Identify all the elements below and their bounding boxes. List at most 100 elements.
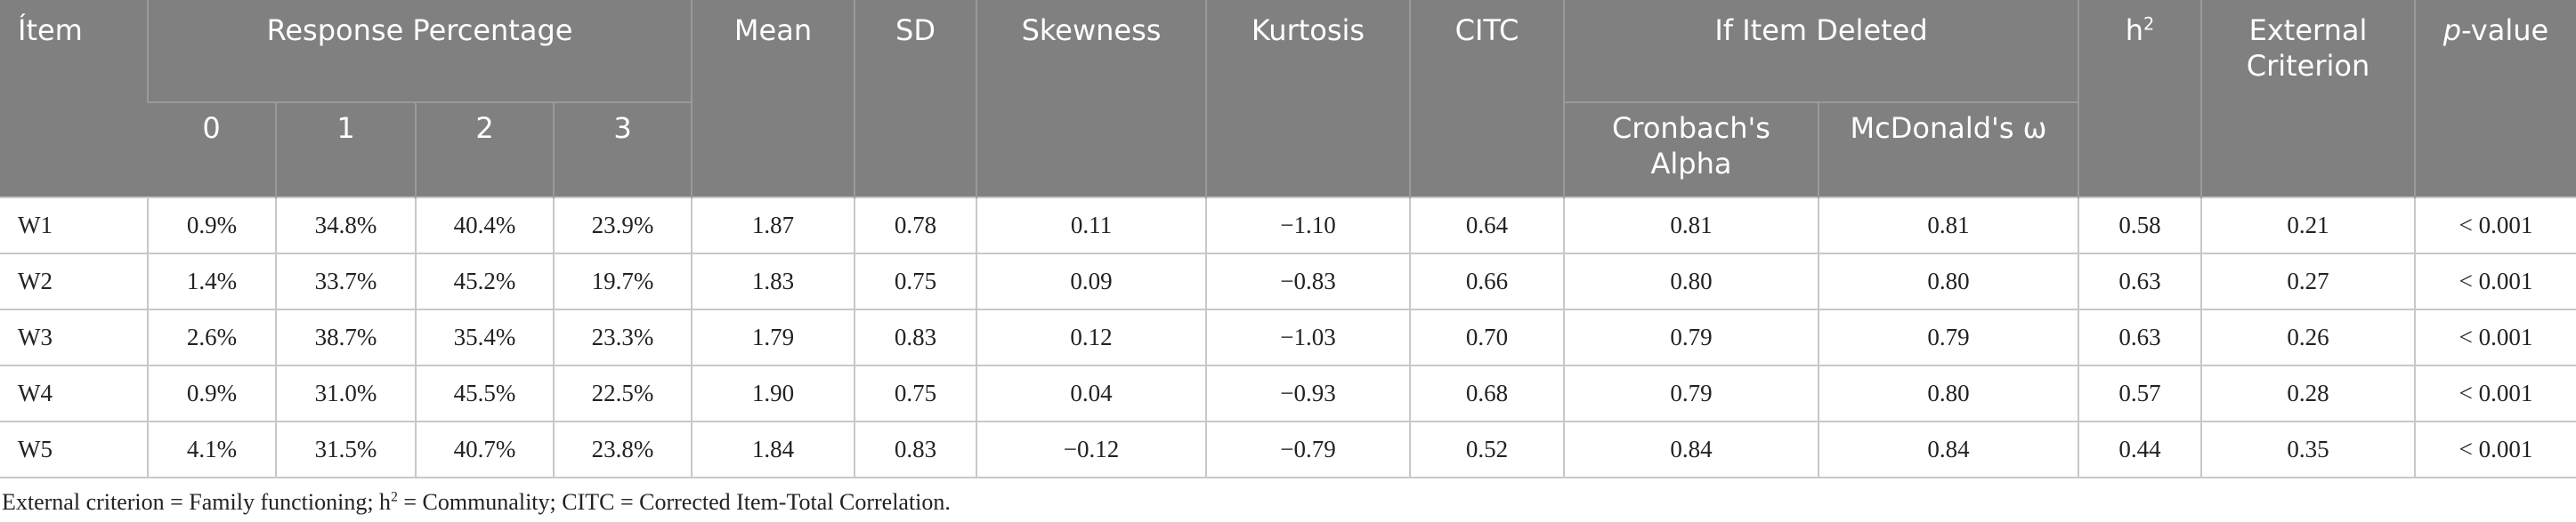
table-cell: 33.7% <box>275 253 417 310</box>
table-cell: 0.79 <box>1563 365 1819 422</box>
table-cell: 45.2% <box>415 253 555 310</box>
table-cell: 0.27 <box>2200 253 2416 310</box>
header-cell: 3 <box>553 101 692 197</box>
table-cell: 0.9% <box>147 197 277 254</box>
table-cell: 23.8% <box>553 421 693 478</box>
table-cell: −1.03 <box>1205 309 1411 366</box>
table-cell: 0.70 <box>1409 309 1565 366</box>
header-cell: If Item Deleted <box>1563 0 2078 102</box>
table-cell: 0.35 <box>2200 421 2416 478</box>
table-cell: 0.52 <box>1409 421 1565 478</box>
table-cell: < 0.001 <box>2414 365 2576 422</box>
header-cell: Cronbach's Alpha <box>1563 101 1819 197</box>
footnote-text: External criterion = Family functioning;… <box>2 489 392 515</box>
table-cell: 0.63 <box>2078 253 2202 310</box>
header-text: -value <box>2461 13 2549 47</box>
table-cell: 0.79 <box>1563 309 1819 366</box>
header-text: h <box>2125 13 2144 47</box>
table-cell: 0.75 <box>854 365 977 422</box>
table-cell: 23.9% <box>553 197 693 254</box>
table-cell: 19.7% <box>553 253 693 310</box>
table-row: W5 4.1% 31.5% 40.7% 23.8% 1.84 0.83 −0.12 −0.79 0… <box>0 421 2576 478</box>
table-cell: 0.21 <box>2200 197 2416 254</box>
table-cell: 0.28 <box>2200 365 2416 422</box>
table-cell: 0.64 <box>1409 197 1565 254</box>
table-cell: 0.12 <box>976 309 1207 366</box>
table-cell: 0.80 <box>1563 253 1819 310</box>
table-cell: 0.9% <box>147 365 277 422</box>
table-cell: 45.5% <box>415 365 555 422</box>
table-cell: 0.57 <box>2078 365 2202 422</box>
table-cell: 40.4% <box>415 197 555 254</box>
table-cell: 0.68 <box>1409 365 1565 422</box>
table-cell: 22.5% <box>553 365 693 422</box>
header-cell: 2 <box>415 101 554 197</box>
table-cell: 0.63 <box>2078 309 2202 366</box>
table-cell: 31.5% <box>275 421 417 478</box>
header-text: p <box>2442 13 2462 47</box>
table-cell: 0.80 <box>1818 253 2079 310</box>
table-cell: 0.58 <box>2078 197 2202 254</box>
table-body: W1 0.9% 34.8% 40.4% 23.9% 1.87 0.78 0.11 −1.10 0.… <box>0 197 2576 478</box>
table-cell: 0.79 <box>1818 309 2079 366</box>
table-cell: 4.1% <box>147 421 277 478</box>
header-row: 0 1 2 3 Cronbach's Alpha McDonald's ω <box>0 101 2576 197</box>
header-cell: Response Percentage <box>147 0 692 102</box>
table-cell: −1.10 <box>1205 197 1411 254</box>
table-cell: −0.12 <box>976 421 1207 478</box>
table-cell: 0.80 <box>1818 365 2079 422</box>
superscript: 2 <box>391 489 398 505</box>
header-cell: Kurtosis <box>1205 0 1410 197</box>
table-cell: 23.3% <box>553 309 693 366</box>
table-cell: 0.81 <box>1818 197 2079 254</box>
header-cell: CITC <box>1409 0 1564 197</box>
table-cell: < 0.001 <box>2414 197 2576 254</box>
table-cell: 38.7% <box>275 309 417 366</box>
table-row: W3 2.6% 38.7% 35.4% 23.3% 1.79 0.83 0.12 −1.03 0.… <box>0 309 2576 366</box>
table-cell: 0.09 <box>976 253 1207 310</box>
row-label: W3 <box>0 309 149 366</box>
header-cell: McDonald's ω <box>1818 101 2078 197</box>
table-cell: 0.66 <box>1409 253 1565 310</box>
table-cell: 0.84 <box>1818 421 2079 478</box>
footnote: External criterion = Family functioning;… <box>0 478 2576 516</box>
row-label: W5 <box>0 421 149 478</box>
table-cell: −0.93 <box>1205 365 1411 422</box>
table-cell: < 0.001 <box>2414 309 2576 366</box>
header-cell: h2 <box>2078 0 2201 197</box>
table-row: W2 1.4% 33.7% 45.2% 19.7% 1.83 0.75 0.09 −0.83 0.… <box>0 253 2576 310</box>
table-cell: 2.6% <box>147 309 277 366</box>
table-row: W4 0.9% 31.0% 45.5% 22.5% 1.90 0.75 0.04 −0.93 0.… <box>0 365 2576 422</box>
header-row: Ítem Response Percentage Mean SD Skewnes… <box>0 0 2576 197</box>
header-cell: Mean <box>691 0 855 197</box>
table-cell: 0.75 <box>854 253 977 310</box>
table-cell: 1.83 <box>691 253 855 310</box>
row-label: W2 <box>0 253 149 310</box>
header-cell: Skewness <box>976 0 1206 197</box>
table-cell: 1.90 <box>691 365 855 422</box>
table-cell: 34.8% <box>275 197 417 254</box>
stats-table: Ítem Response Percentage Mean SD Skewnes… <box>0 0 2576 478</box>
table-cell: 0.81 <box>1563 197 1819 254</box>
row-label: W1 <box>0 197 149 254</box>
superscript: 2 <box>2143 13 2155 35</box>
table-cell: 31.0% <box>275 365 417 422</box>
table-row: W1 0.9% 34.8% 40.4% 23.9% 1.87 0.78 0.11 −1.10 0.… <box>0 197 2576 254</box>
header-cell: p-value <box>2414 0 2576 197</box>
table-cell: 0.84 <box>1563 421 1819 478</box>
table-cell: 0.83 <box>854 309 977 366</box>
header-cell: 1 <box>275 101 416 197</box>
table-cell: 0.78 <box>854 197 977 254</box>
table-cell: 1.87 <box>691 197 855 254</box>
table-cell: 35.4% <box>415 309 555 366</box>
footnote-text: = Communality; CITC = Corrected Item-Tot… <box>397 489 951 515</box>
table-cell: 0.26 <box>2200 309 2416 366</box>
table-cell: 1.84 <box>691 421 855 478</box>
header-cell: External Criterion <box>2200 0 2415 197</box>
header-cell: Ítem <box>0 0 148 197</box>
table-cell: 1.4% <box>147 253 277 310</box>
table-cell: 0.11 <box>976 197 1207 254</box>
table-cell: < 0.001 <box>2414 421 2576 478</box>
table-cell: 40.7% <box>415 421 555 478</box>
